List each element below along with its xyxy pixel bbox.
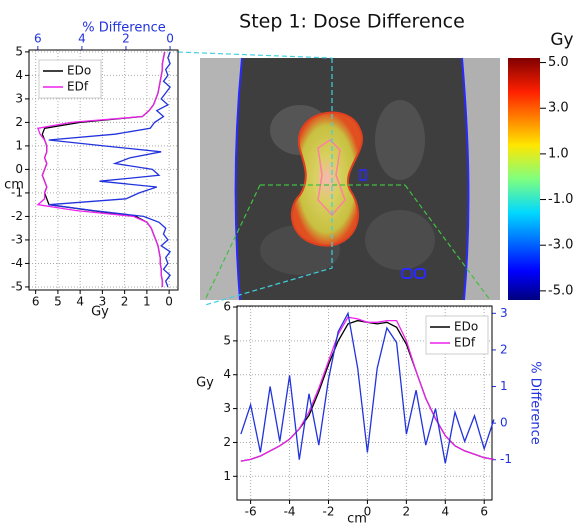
x-axis-label: Gy — [91, 305, 109, 320]
colorbar-tick-label: -3.0 — [548, 238, 573, 253]
y2-axis-label: % Difference — [528, 361, 543, 445]
colorbar-tick-label: -1.0 — [548, 192, 573, 207]
legend-label: EDf — [454, 336, 476, 350]
y2-tick-label: -1 — [500, 452, 512, 466]
y-tick-label: 6 — [223, 300, 231, 314]
y-tick-label: 0 — [15, 162, 23, 176]
x-tick-label: 5 — [54, 295, 62, 309]
y-tick-label: 3 — [15, 91, 23, 105]
y2-tick-label: 3 — [500, 306, 508, 320]
x-tick-label: 6 — [32, 295, 40, 309]
x2-tick-label: 6 — [34, 32, 42, 46]
y-tick-label: 4 — [15, 68, 23, 82]
y-tick-label: 1 — [223, 469, 231, 483]
x2-axis-label: % Difference — [82, 21, 166, 36]
x-axis-label: cm — [347, 512, 367, 524]
y-tick-label: 2 — [15, 115, 23, 129]
x2-tick-label: 0 — [166, 32, 174, 46]
y2-tick-label: 0 — [500, 416, 508, 430]
y2-tick-label: 1 — [500, 379, 508, 393]
y2-tick-label: 2 — [500, 342, 508, 356]
x-tick-label: -4 — [284, 505, 296, 519]
x-tick-label: 4 — [441, 505, 449, 519]
colorbar-tick-label: 5.0 — [548, 55, 569, 70]
colorbar-tick-label: -5.0 — [548, 283, 573, 298]
legend-label: EDo — [67, 64, 91, 78]
x-tick-label: 0 — [165, 295, 173, 309]
colorbar-tick-label: 3.0 — [548, 101, 569, 116]
title: Step 1: Dose Difference — [239, 11, 465, 33]
ct-image — [178, 52, 500, 305]
x-tick-label: 2 — [403, 505, 411, 519]
y-tick-label: 2 — [223, 435, 231, 449]
y-tick-label: 4 — [223, 367, 231, 381]
figure: Step 1: Dose Difference 6543210-5-4-3-2-… — [0, 0, 588, 524]
x-tick-label: -2 — [323, 505, 335, 519]
legend-label: EDo — [454, 320, 478, 334]
colorbar — [508, 58, 540, 300]
y-axis-label: cm — [4, 178, 24, 193]
colorbar-label: Gy — [550, 30, 573, 50]
x-tick-label: 2 — [121, 295, 129, 309]
y-tick-label: -3 — [11, 232, 23, 246]
x-tick-label: 4 — [76, 295, 84, 309]
y-axis-label: Gy — [196, 376, 214, 391]
y-tick-label: 3 — [223, 401, 231, 415]
y-tick-label: -4 — [11, 256, 23, 270]
y-tick-label: 5 — [223, 333, 231, 347]
y-tick-label: 1 — [15, 138, 23, 152]
colorbar-tick-label: 1.0 — [548, 146, 569, 161]
x-tick-label: 6 — [480, 505, 488, 519]
x-tick-label: -6 — [245, 505, 257, 519]
x-tick-label: 1 — [143, 295, 151, 309]
y-tick-label: -5 — [11, 279, 23, 293]
y-tick-label: -2 — [11, 209, 23, 223]
y-tick-label: 5 — [15, 44, 23, 58]
legend-label: EDf — [67, 80, 89, 94]
